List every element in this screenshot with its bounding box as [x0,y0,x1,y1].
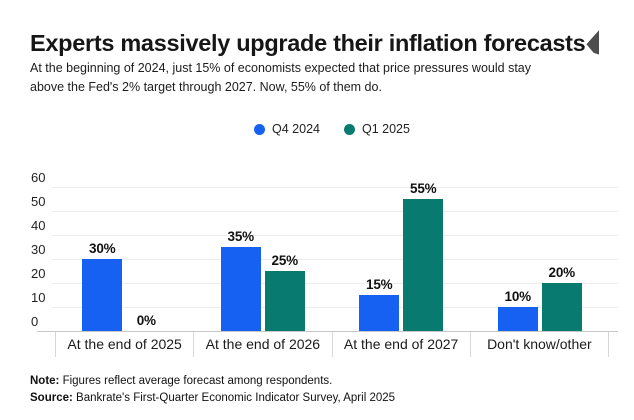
chart-footnotes: Note: Figures reflect average forecast a… [30,373,610,406]
bar-q1-2025-2 [264,271,305,331]
legend-label: Q1 2025 [362,122,410,136]
y-tick-label: 10 [31,290,46,305]
note-label: Note: [30,375,60,387]
y-tick-label: 20 [31,266,46,281]
y-tick-label: 30 [31,242,46,257]
gridline [52,235,618,236]
x-axis-category-label: At the end of 2026 [193,332,331,357]
subtitle-line-1: At the beginning of 2024, just 15% of ec… [30,61,531,75]
note-line: Note: Figures reflect average forecast a… [30,373,610,390]
title-text: Experts massively upgrade their inflatio… [30,29,586,56]
gridline [52,307,618,308]
chart-legend: Q4 2024 Q1 2025 [55,121,609,137]
x-axis-category-label: At the end of 2027 [331,332,470,357]
gridline [52,283,618,284]
gridline [52,259,618,260]
x-axis-line [37,331,618,332]
legend-item-q1-2025: Q1 2025 [344,122,410,136]
y-tick-label: 60 [31,170,46,185]
bar-value-label: 55% [410,181,437,196]
x-axis-category-label: At the end of 2025 [55,332,193,357]
bar-value-label: 35% [227,229,255,244]
bar-q4-2024-1 [82,259,123,331]
chart-subtitle: At the beginning of 2024, just 15% of ec… [30,59,620,96]
plot-area: 30% 35% 15% 10% 0% 25% 55% 20% [55,181,609,331]
x-axis-category-label: Don't know/other [469,332,609,357]
y-tick-label: 40 [31,218,46,233]
bar-q1-2025-3 [403,199,444,331]
bar-value-label: 25% [271,253,299,268]
bar-value-label: 30% [89,241,116,256]
bar-value-label: 15% [366,277,393,292]
bar-value-label: 10% [504,289,532,304]
legend-item-q4-2024: Q4 2024 [254,122,320,136]
gridline [52,211,618,212]
legend-dot-blue-icon [254,123,266,135]
bar-q1-2025-4 [541,283,582,331]
page-title: Experts massively upgrade their inflatio… [30,29,630,57]
bar-q4-2024-4 [497,307,538,331]
bar-q4-2024-2 [220,247,261,331]
source-label: Source: [30,391,73,404]
note-text: Figures reflect average forecast among r… [59,375,333,387]
bar-q4-2024-3 [359,295,400,331]
x-axis-category-band: At the end of 2025 At the end of 2026 At t… [55,332,609,357]
bar-value-label: 0% [136,313,156,328]
source-text: Bankrate's First-Quarter Economic Indica… [72,391,396,404]
source-line: Source: Bankrate's First-Quarter Economi… [30,390,610,407]
legend-dot-teal-icon [344,123,355,135]
subtitle-line-2: above the Fed's 2% target through 2027. … [30,79,382,94]
y-tick-label: 50 [31,194,46,209]
gridline [52,187,618,188]
text-cursor-artifact-icon [586,29,600,55]
legend-label: Q4 2024 [272,122,320,136]
bar-value-label: 20% [548,265,576,280]
y-tick-label: 0 [31,314,39,329]
